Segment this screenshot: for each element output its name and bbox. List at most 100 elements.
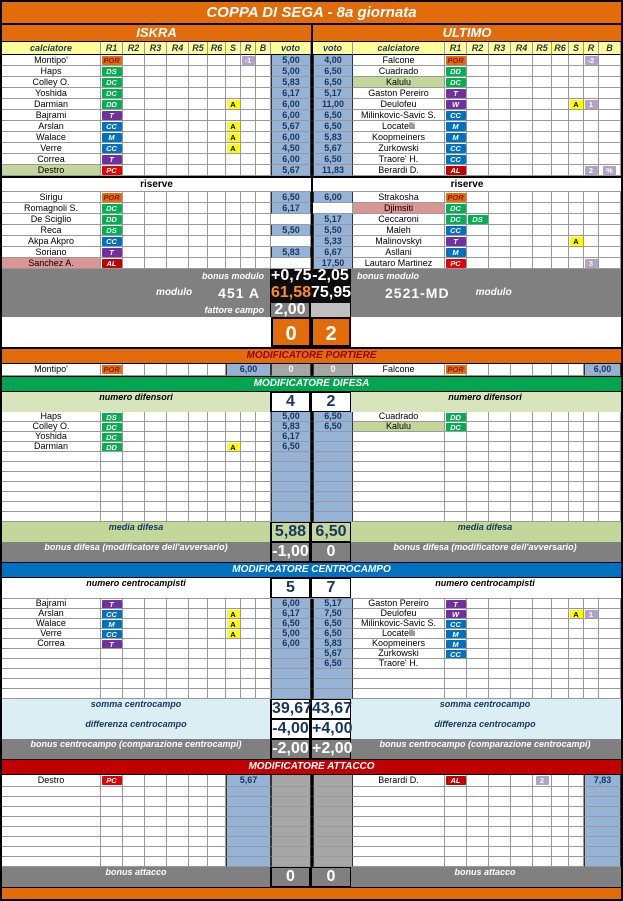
modifier-cell[interactable] — [313, 787, 353, 797]
grid-cell[interactable] — [145, 452, 167, 462]
malus-cell[interactable] — [241, 99, 256, 110]
caution-cell[interactable] — [226, 88, 241, 99]
caution-cell[interactable] — [226, 512, 241, 522]
vote-cell[interactable] — [226, 797, 271, 807]
grid-cell[interactable] — [533, 599, 552, 609]
grid-cell[interactable] — [552, 512, 569, 522]
grid-cell[interactable] — [467, 412, 489, 422]
grid-cell[interactable] — [189, 132, 208, 143]
somma-centrocampo-left[interactable]: 39,67 — [271, 699, 313, 719]
grid-cell[interactable] — [552, 659, 569, 669]
bonus-cell[interactable]: % — [599, 165, 621, 176]
vote-cell[interactable]: 6,50 — [313, 659, 353, 669]
player-name-cell[interactable] — [2, 669, 101, 679]
player-name-cell[interactable]: Bajrami — [2, 599, 101, 609]
malus-cell[interactable] — [241, 236, 256, 247]
grid-cell[interactable] — [145, 121, 167, 132]
grid-cell[interactable] — [511, 649, 533, 659]
player-name-cell[interactable]: Yoshida — [2, 88, 101, 99]
grid-cell[interactable] — [189, 88, 208, 99]
player-name-cell[interactable]: Cuadrado — [353, 66, 445, 77]
bonus-cell[interactable] — [599, 154, 621, 165]
role-cell[interactable] — [445, 472, 467, 482]
grid-cell[interactable] — [467, 857, 489, 867]
grid-cell[interactable] — [208, 99, 226, 110]
vote-cell[interactable]: 6,50 — [313, 77, 353, 88]
grid-cell[interactable] — [511, 462, 533, 472]
caution-cell[interactable] — [569, 502, 584, 512]
grid-cell[interactable] — [145, 364, 167, 376]
grid-cell[interactable] — [511, 472, 533, 482]
caution-cell[interactable] — [226, 55, 241, 66]
grid-cell[interactable] — [552, 88, 569, 99]
grid-cell[interactable] — [552, 99, 569, 110]
player-name-cell[interactable]: Correa — [2, 639, 101, 649]
grid-cell[interactable] — [145, 857, 167, 867]
malus-cell[interactable] — [533, 857, 552, 867]
grid-cell[interactable] — [552, 412, 569, 422]
vote-cell[interactable] — [226, 827, 271, 837]
grid-cell[interactable] — [208, 472, 226, 482]
vote-cell[interactable] — [313, 432, 353, 442]
bonus-cell[interactable] — [599, 121, 621, 132]
grid-cell[interactable] — [552, 787, 569, 797]
grid-cell[interactable] — [511, 629, 533, 639]
bonus-cell[interactable] — [256, 66, 271, 77]
grid-cell[interactable] — [123, 77, 145, 88]
role-cell[interactable]: CC — [101, 629, 123, 639]
grid-cell[interactable] — [208, 55, 226, 66]
grid-cell[interactable] — [552, 689, 569, 699]
bonus-cell[interactable] — [256, 649, 271, 659]
role-cell[interactable] — [445, 669, 467, 679]
player-name-cell[interactable]: Correa — [2, 154, 101, 165]
grid-cell[interactable] — [208, 775, 226, 787]
malus-cell[interactable] — [584, 599, 599, 609]
caution-cell[interactable]: A — [226, 99, 241, 110]
malus-cell[interactable] — [533, 797, 552, 807]
malus-cell[interactable] — [241, 619, 256, 629]
grid-cell[interactable] — [167, 679, 189, 689]
player-name-cell[interactable]: Arslan — [2, 609, 101, 619]
malus-cell[interactable] — [241, 679, 256, 689]
grid-cell[interactable] — [511, 599, 533, 609]
grid-cell[interactable] — [167, 258, 189, 269]
grid-cell[interactable] — [123, 55, 145, 66]
grid-cell[interactable] — [511, 775, 533, 787]
grid-cell[interactable] — [123, 154, 145, 165]
grid-cell[interactable] — [167, 847, 189, 857]
grid-cell[interactable] — [208, 629, 226, 639]
grid-cell[interactable] — [167, 599, 189, 609]
grid-cell[interactable] — [167, 689, 189, 699]
player-name-cell[interactable] — [353, 817, 445, 827]
grid-cell[interactable] — [467, 110, 489, 121]
grid-cell[interactable] — [569, 827, 584, 837]
grid-cell[interactable] — [167, 462, 189, 472]
malus-cell[interactable] — [241, 512, 256, 522]
vote-cell[interactable]: 6,50 — [313, 154, 353, 165]
grid-cell[interactable] — [467, 649, 489, 659]
grid-cell[interactable] — [189, 629, 208, 639]
grid-cell[interactable] — [189, 442, 208, 452]
vote-cell[interactable] — [313, 203, 353, 214]
role-cell[interactable] — [445, 837, 467, 847]
vote-cell[interactable] — [226, 857, 271, 867]
grid-cell[interactable] — [552, 143, 569, 154]
grid-cell[interactable] — [511, 639, 533, 649]
vote-cell[interactable]: 7,50 — [313, 609, 353, 619]
malus-cell[interactable] — [241, 502, 256, 512]
player-name-cell[interactable] — [353, 679, 445, 689]
malus-cell[interactable] — [241, 143, 256, 154]
grid-cell[interactable] — [552, 55, 569, 66]
malus-cell[interactable] — [241, 649, 256, 659]
player-name-cell[interactable]: Koopmeiners — [353, 639, 445, 649]
caution-cell[interactable] — [226, 258, 241, 269]
grid-cell[interactable] — [489, 432, 511, 442]
malus-cell[interactable] — [241, 192, 256, 203]
player-name-cell[interactable] — [2, 847, 101, 857]
bonus-cell[interactable] — [599, 55, 621, 66]
player-name-cell[interactable]: Traore' H. — [353, 154, 445, 165]
vote-cell[interactable] — [271, 649, 311, 659]
caution-cell[interactable] — [569, 412, 584, 422]
grid-cell[interactable] — [489, 639, 511, 649]
grid-cell[interactable] — [123, 827, 145, 837]
